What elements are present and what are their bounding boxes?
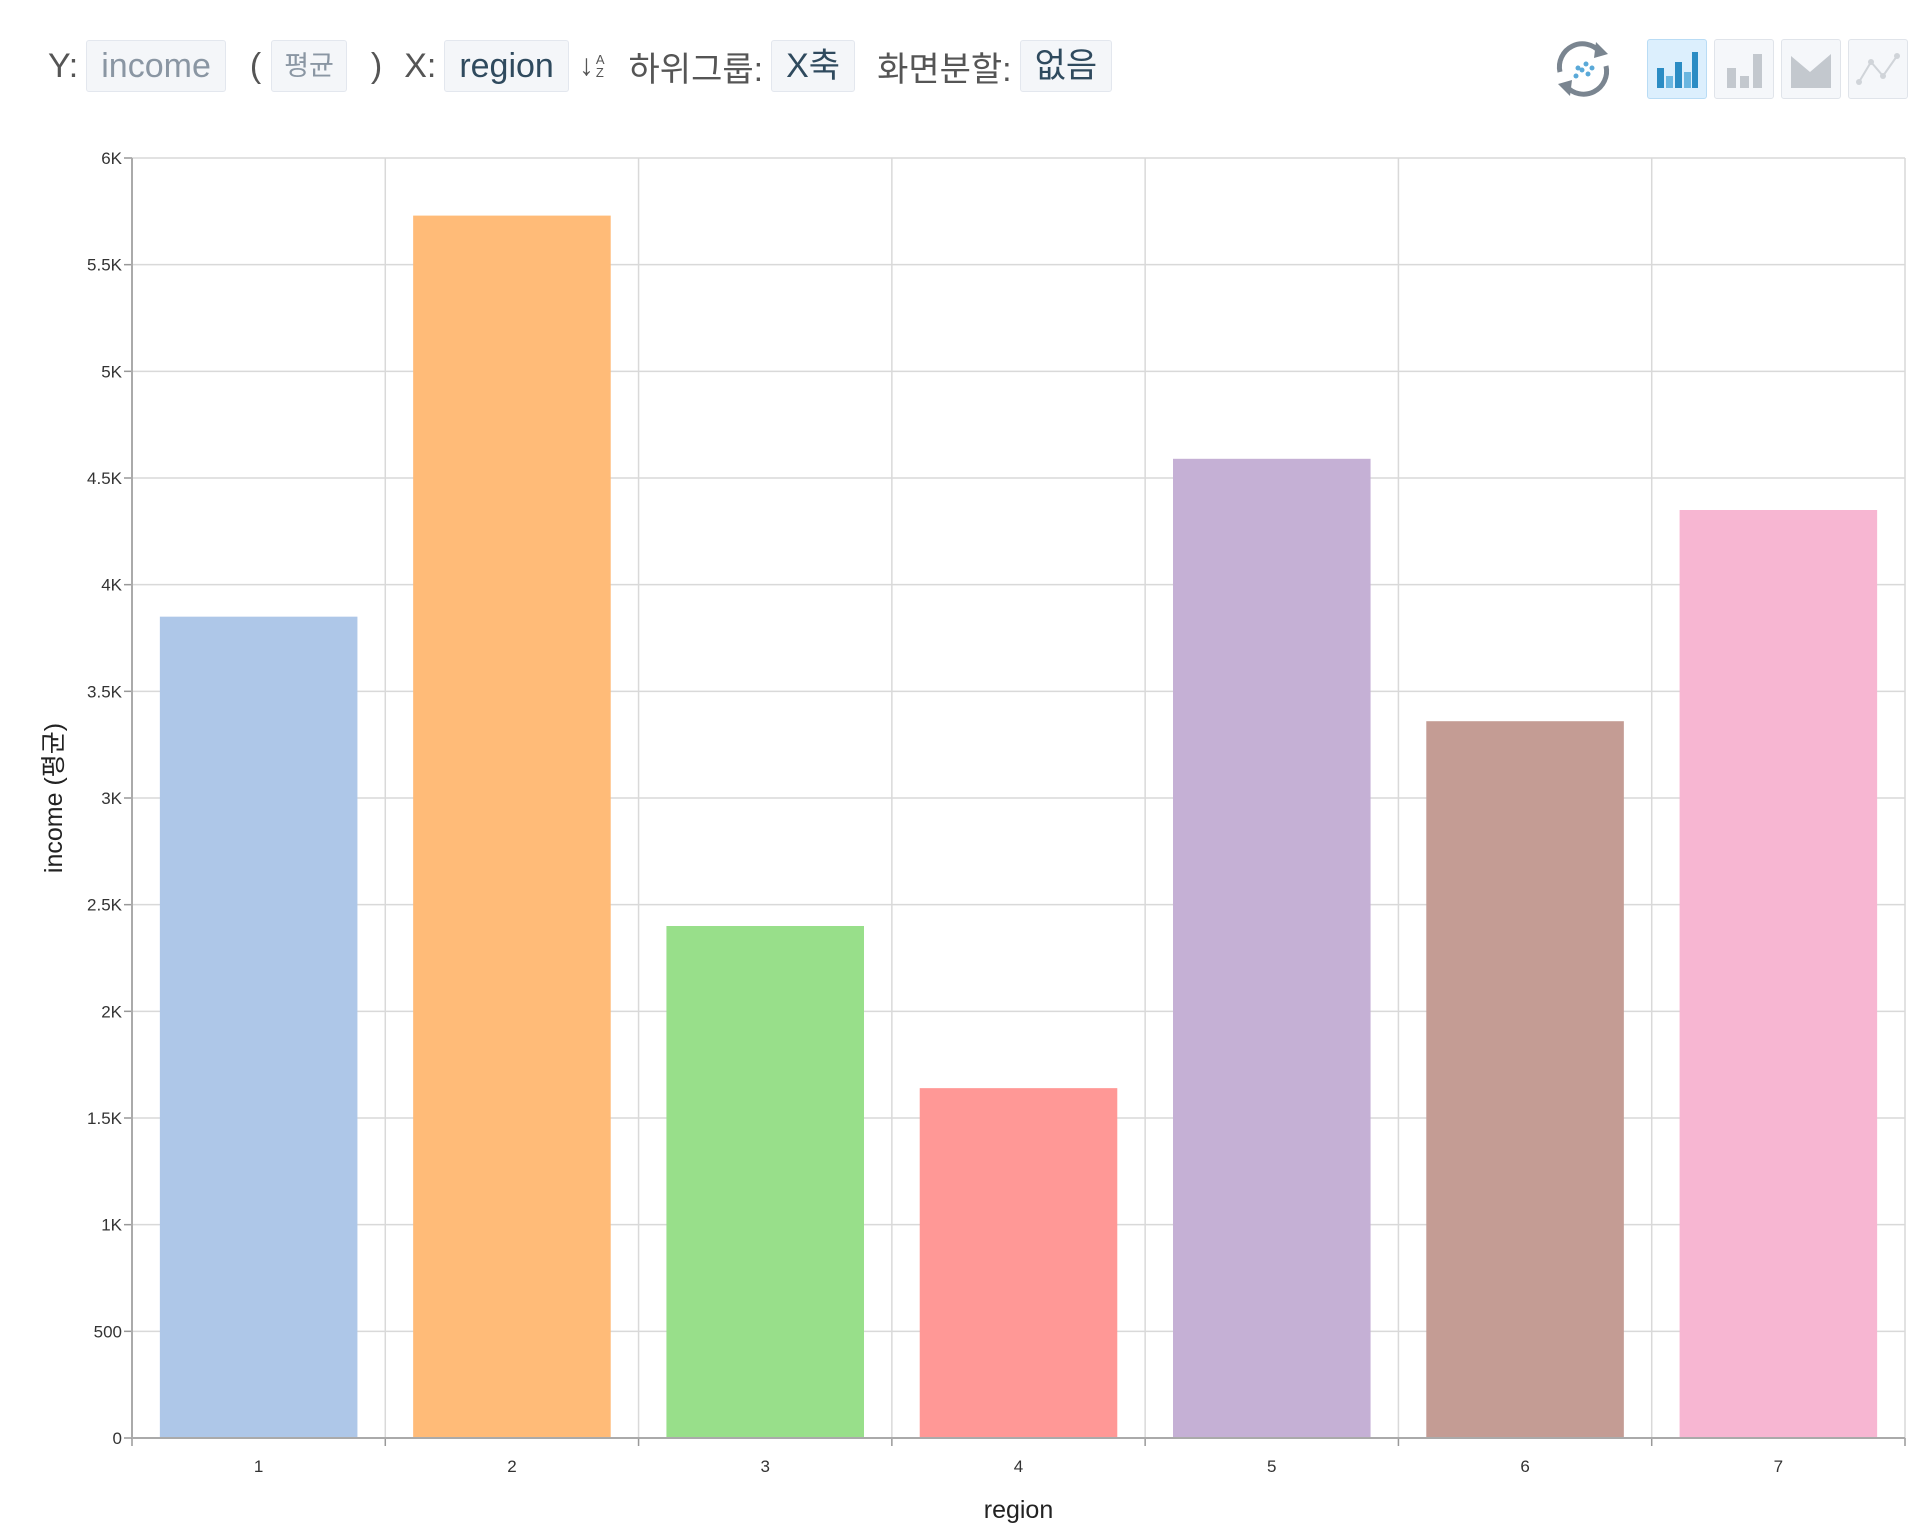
- bar-region-1[interactable]: [159, 616, 358, 1438]
- y-tick-label: 6K: [101, 149, 122, 168]
- line-chart-icon: [1856, 53, 1900, 85]
- subgroup-select[interactable]: X축: [771, 40, 856, 92]
- x-tick-label: 3: [760, 1457, 769, 1476]
- paren-close: ): [370, 46, 383, 85]
- y-field-select[interactable]: income: [86, 40, 226, 92]
- split-label: 화면분할:: [877, 50, 1012, 89]
- y-tick-label: 1K: [101, 1216, 122, 1235]
- y-tick-label: 1.5K: [87, 1109, 123, 1128]
- bar-region-7[interactable]: [1679, 510, 1878, 1438]
- bars: [159, 215, 1878, 1439]
- y-tick-label: 5K: [101, 362, 122, 381]
- area-chart-icon: [1791, 54, 1831, 88]
- x-axis-ticks: 1 2 3 4 5 6 7: [131, 1438, 1906, 1476]
- subgroup-label: 하위그룹:: [628, 50, 764, 89]
- y-axis-ticks: 0 500 1K 1.5K 2K 2.5K 3K 3.5K 4K 4.5K 5K 5.5K 6K: [87, 149, 132, 1448]
- y-tick-label: 2K: [101, 1002, 122, 1021]
- y-tick-label: 0: [113, 1429, 122, 1448]
- y-tick-label: 3K: [101, 789, 122, 808]
- refresh-scatter-icon[interactable]: [1548, 34, 1618, 104]
- x-tick-label: 6: [1520, 1457, 1529, 1476]
- y-tick-label: 4K: [101, 576, 122, 595]
- y-axis-label: Y:: [48, 46, 79, 85]
- sort-a-glyph: A: [595, 52, 605, 67]
- line-chart-button[interactable]: [1848, 39, 1908, 99]
- bar-chart-icon: [1657, 52, 1698, 88]
- sort-z-glyph: Z: [595, 65, 604, 80]
- paren-open: (: [249, 46, 262, 85]
- y-tick-label: 5.5K: [87, 256, 123, 275]
- x-tick-label: 2: [507, 1457, 516, 1476]
- bar-region-4[interactable]: [919, 1088, 1118, 1438]
- split-select[interactable]: 없음: [1019, 40, 1113, 92]
- bar-region-5[interactable]: [1173, 458, 1371, 1438]
- bar-chart-outline-icon: [1727, 54, 1762, 88]
- x-axis-title: region: [984, 1496, 1054, 1524]
- bar-chart-outline-button[interactable]: [1714, 39, 1774, 99]
- sort-alpha-icon[interactable]: ↓ A Z: [578, 49, 605, 82]
- x-tick-label: 5: [1267, 1457, 1276, 1476]
- chart-type-toolbar: [1548, 34, 1908, 104]
- x-field-select[interactable]: region: [444, 40, 569, 92]
- aggregate-select[interactable]: 평균: [271, 40, 347, 92]
- x-tick-label: 1: [254, 1457, 263, 1476]
- x-axis-label: X:: [404, 46, 437, 85]
- chart-toolbar: Y: income ( 평균 ) X: region ↓ A Z 하위그룹: X…: [48, 38, 1126, 94]
- bar-region-2[interactable]: [413, 215, 611, 1439]
- y-tick-label: 500: [94, 1322, 122, 1341]
- bar-chart-button[interactable]: [1647, 39, 1707, 99]
- y-axis-title: income (평균): [40, 723, 68, 873]
- x-tick-label: 4: [1014, 1457, 1023, 1476]
- bar-chart: 0 500 1K 1.5K 2K 2.5K 3K 3.5K 4K 4.5K 5K 5.5K 6K 1 2 3…: [40, 149, 1906, 1524]
- area-chart-button[interactable]: [1781, 39, 1841, 99]
- x-tick-label: 7: [1774, 1457, 1783, 1476]
- y-tick-label: 3.5K: [87, 682, 123, 701]
- bar-region-6[interactable]: [1426, 721, 1624, 1438]
- y-tick-label: 2.5K: [87, 896, 123, 915]
- bar-region-3[interactable]: [666, 926, 864, 1438]
- y-tick-label: 4.5K: [87, 469, 123, 488]
